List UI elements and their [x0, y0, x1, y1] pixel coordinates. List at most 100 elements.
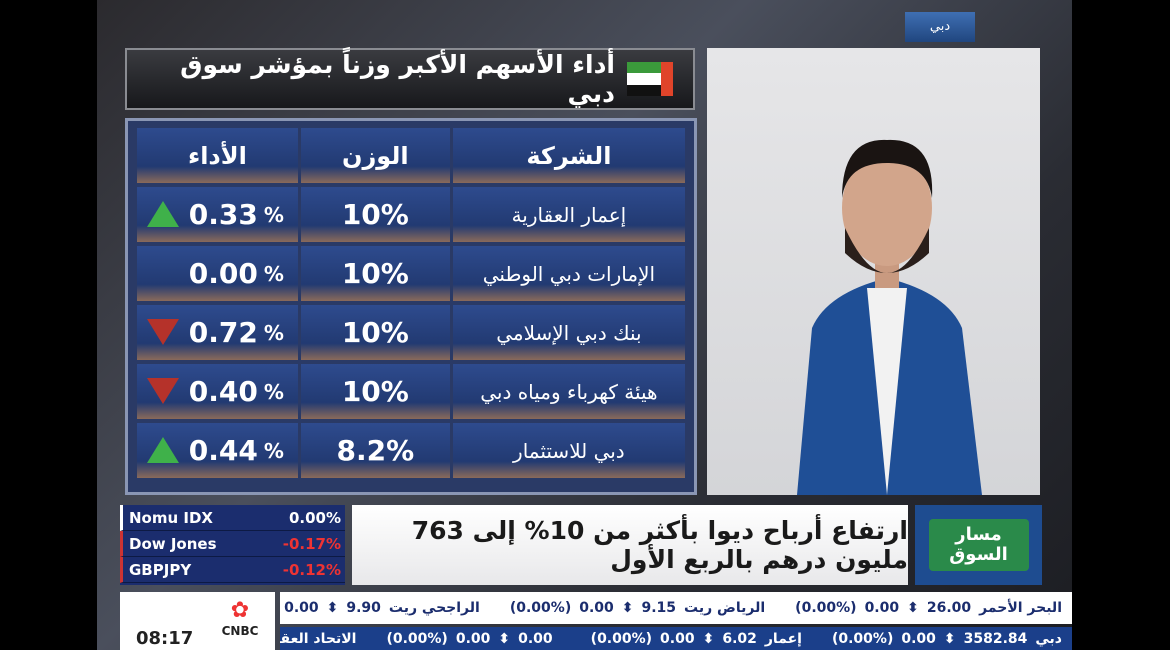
ticker-name: الراجحي ريت	[388, 600, 480, 616]
show-logo-text: مسار السوق	[928, 519, 1029, 571]
location-label: دبي	[905, 12, 975, 42]
weight-value: 10%	[300, 305, 450, 360]
ticker-price: 9.90	[346, 600, 381, 616]
ticker-change: 0.00	[455, 630, 491, 647]
updown-icon: ⬍	[943, 630, 956, 647]
index-name: Dow Jones	[129, 534, 217, 553]
index-value: -0.17%	[282, 534, 341, 553]
company-name: الإمارات دبي الوطني	[452, 246, 685, 301]
performance-cell: 0.00%	[137, 246, 298, 301]
table-header: الشركة الوزن الأداء	[137, 128, 685, 183]
weight-value: 8.2%	[300, 423, 450, 478]
index-name: Nomu IDX	[129, 508, 213, 527]
arrow-up-icon	[147, 437, 179, 463]
weight-value: 10%	[300, 364, 450, 419]
arrow-down-icon	[147, 378, 179, 404]
ticker-pct: (0.00%)	[590, 630, 653, 647]
performance-value: 0.00	[188, 257, 258, 290]
company-name: دبي للاستثمار	[452, 423, 685, 478]
channel-box: 08:17 ✿ CNBC	[120, 592, 275, 650]
ticker-price: 26.00	[926, 600, 972, 616]
uae-flag-icon	[627, 62, 673, 96]
ticker-bottom: دبي 3582.84 ⬍ 0.00 (0.00%) إعمار 6.02 ⬍ 0.00 (0.0…	[280, 627, 1072, 650]
news-headline: ارتفاع أرباح ديوا بأكثر من 10% إلى 763 م…	[352, 505, 908, 585]
stocks-table: الشركة الوزن الأداء إعمار العقارية 10% 0…	[125, 118, 697, 495]
index-value: -0.12%	[282, 560, 341, 579]
ticker-name: إعمار	[764, 630, 802, 647]
ticker-name: دبي	[1035, 630, 1062, 647]
peacock-icon: ✿	[230, 598, 250, 623]
ticker-item: الاتحاد العقارية0.29⬍	[280, 631, 356, 647]
table-row: بنك دبي الإسلامي 10% 0.72%	[137, 305, 685, 360]
performance-value: 0.72	[188, 316, 258, 349]
company-name: هيئة كهرباء ومياه دبي	[452, 364, 685, 419]
company-name: بنك دبي الإسلامي	[452, 305, 685, 360]
clock: 08:17	[136, 628, 194, 649]
performance-value: 0.40	[188, 375, 258, 408]
index-name: GBPJPY	[129, 560, 192, 579]
ticker-price: 6.02	[722, 630, 757, 647]
percent-sign: %	[263, 379, 284, 404]
updown-icon: ⬍	[326, 600, 339, 616]
performance-value: 0.44	[188, 434, 258, 467]
ticker-item: الراجحي ريت 9.90 ⬍ 0.00	[280, 600, 480, 616]
ticker-pct: (0.00%)	[386, 630, 448, 647]
percent-sign: %	[263, 438, 284, 463]
ticker-name: الرياض ريت	[684, 600, 766, 616]
company-name: إعمار العقارية	[452, 187, 685, 242]
updown-icon: ⬍	[498, 630, 511, 647]
ticker-price: 9.15	[641, 600, 677, 616]
guest-video	[707, 48, 1040, 495]
graphic-title: أداء الأسهم الأكبر وزناً بمؤشر سوق دبي	[180, 50, 615, 108]
index-row: Dow Jones -0.17%	[120, 531, 345, 557]
percent-sign: %	[263, 261, 284, 286]
updown-icon: ⬍	[907, 600, 919, 616]
ticker-change: 0.00	[579, 600, 614, 616]
performance-cell: 0.33%	[137, 187, 298, 242]
ticker-change: 0.00	[864, 600, 900, 616]
percent-sign: %	[263, 320, 284, 345]
weight-value: 10%	[300, 187, 450, 242]
arrow-up-icon	[147, 201, 179, 227]
ticker-pct: (0.00%)	[509, 600, 572, 616]
header-weight: الوزن	[300, 128, 450, 183]
index-row: GBPJPY -0.12%	[120, 557, 345, 583]
ticker-item: إعمار 6.02 ⬍ 0.00 (0.00%)	[591, 631, 802, 647]
table-row: الإمارات دبي الوطني 10% 0.00%	[137, 246, 685, 301]
ticker-pct: (0.00%)	[795, 600, 857, 616]
show-logo: مسار السوق	[915, 505, 1042, 585]
header-company: الشركة	[452, 128, 685, 183]
performance-cell: 0.44%	[137, 423, 298, 478]
table-row: هيئة كهرباء ومياه دبي 10% 0.40%	[137, 364, 685, 419]
percent-sign: %	[263, 202, 284, 227]
table-row: إعمار العقارية 10% 0.33%	[137, 187, 685, 242]
ticker-change: 0.00	[660, 630, 695, 647]
ticker-name: البحر الأحمر	[979, 600, 1062, 616]
ticker-item: دبي 3582.84 ⬍ 0.00 (0.00%)	[832, 631, 1062, 647]
index-value: 0.00%	[288, 508, 341, 527]
arrow-down-icon	[147, 319, 179, 345]
indices-panel: Nomu IDX 0.00% Dow Jones -0.17% GBPJPY -0.12%	[120, 505, 345, 585]
weight-value: 10%	[300, 246, 450, 301]
ticker-name: الاتحاد العقارية	[280, 630, 357, 647]
ticker-item: البحر الأحمر 26.00 ⬍ 0.00 (0.00%)	[795, 600, 1062, 616]
table-row: دبي للاستثمار 8.2% 0.44%	[137, 423, 685, 478]
ticker-item: 0.00 ⬍ 0.00 (0.00%)	[386, 631, 560, 647]
header-performance: الأداء	[137, 128, 298, 183]
ticker-price: 0.00	[518, 630, 553, 647]
ticker-top: البحر الأحمر 26.00 ⬍ 0.00 (0.00%) الرياض ريت 9…	[280, 592, 1072, 624]
ticker-price: 3582.84	[963, 630, 1028, 647]
updown-icon: ⬍	[702, 630, 715, 647]
guest-person-image	[797, 139, 982, 495]
performance-cell: 0.40%	[137, 364, 298, 419]
updown-icon: ⬍	[621, 600, 634, 616]
graphic-title-bar: أداء الأسهم الأكبر وزناً بمؤشر سوق دبي	[125, 48, 695, 110]
ticker-pct: (0.00%)	[831, 630, 894, 647]
index-row: Nomu IDX 0.00%	[120, 505, 345, 531]
ticker-change: 0.00	[284, 600, 319, 616]
performance-cell: 0.72%	[137, 305, 298, 360]
ticker-item: الرياض ريت 9.15 ⬍ 0.00 (0.00%)	[510, 600, 765, 616]
cnbc-logo: ✿ CNBC	[216, 598, 264, 638]
ticker-change: 0.00	[901, 630, 936, 647]
performance-value: 0.33	[188, 198, 258, 231]
